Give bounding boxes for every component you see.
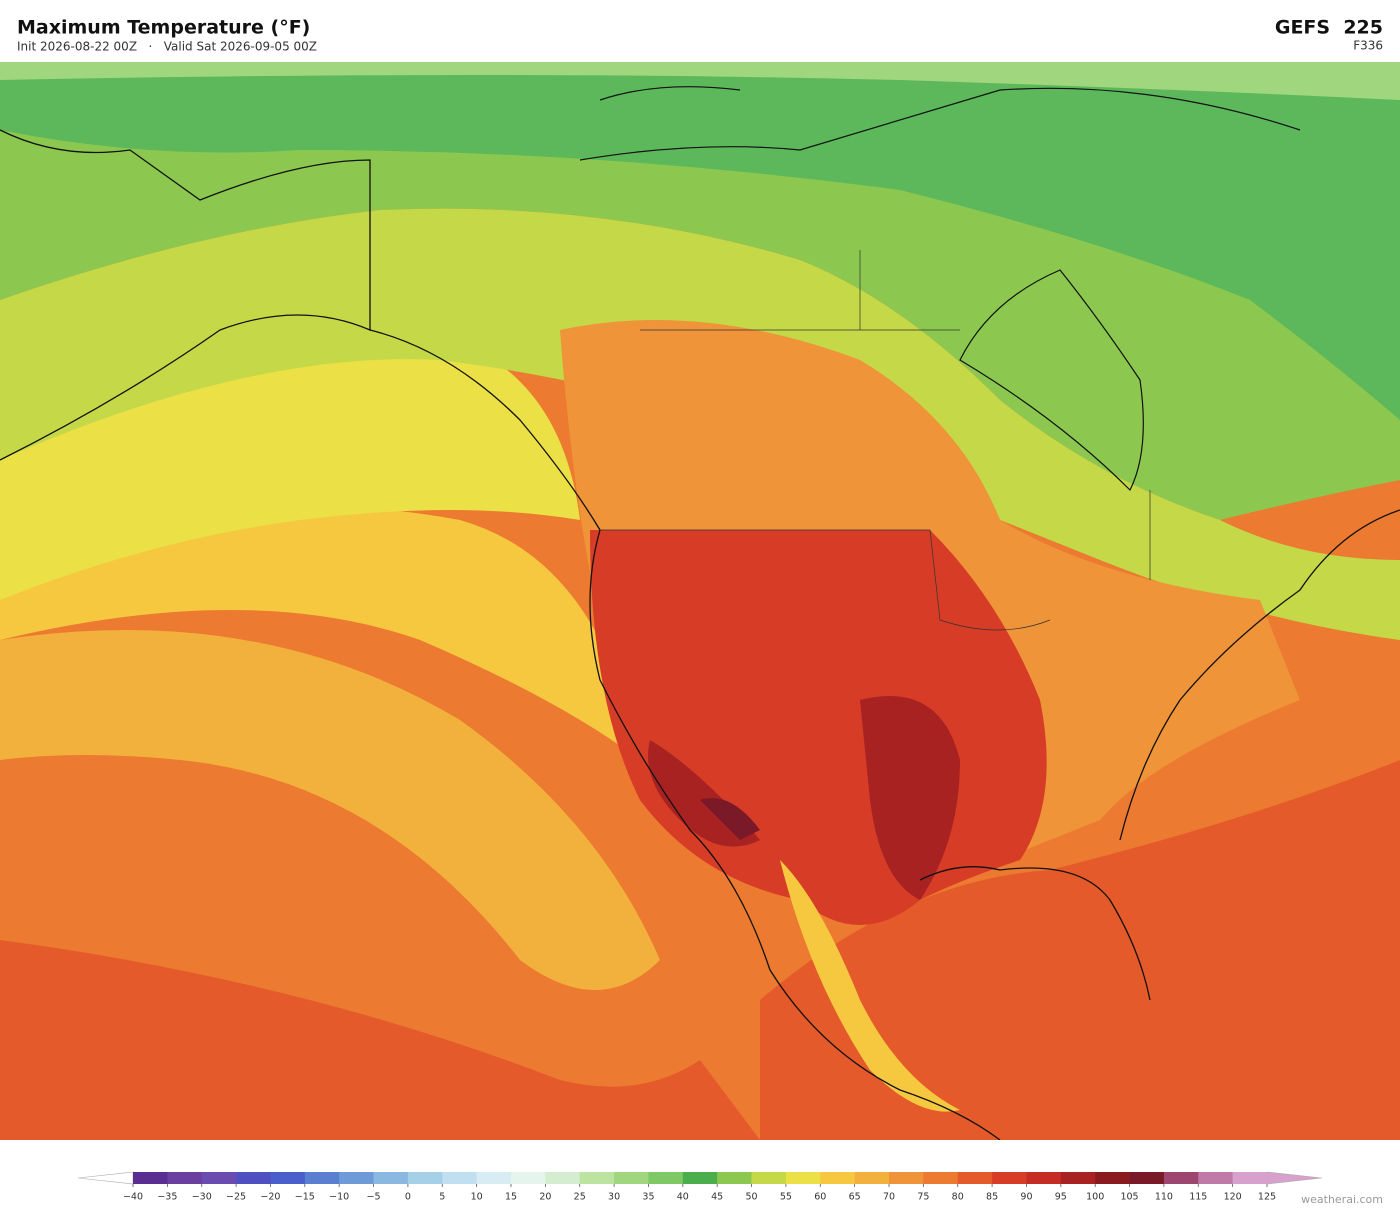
colorbar-tick-label: −20 (260, 1192, 280, 1203)
map (0, 62, 1400, 1140)
colorbar-tick-label: −35 (157, 1192, 177, 1203)
colorbar-segment (133, 1172, 168, 1184)
colorbar-segment (476, 1172, 512, 1184)
colorbar-segment (579, 1172, 615, 1184)
colorbar-segment (1232, 1172, 1268, 1184)
colorbar-segment (1060, 1172, 1096, 1184)
colorbar-segment (545, 1172, 581, 1184)
colorbar-tick-label: 105 (1120, 1192, 1138, 1203)
colorbar-tick-label: −25 (226, 1192, 246, 1203)
colorbar-tick-label: 40 (677, 1192, 689, 1203)
colorbar-tick-label: −30 (192, 1192, 212, 1203)
colorbar-tick-label: 20 (539, 1192, 551, 1203)
colorbar-segment (373, 1172, 409, 1184)
colorbar-segment (923, 1172, 959, 1184)
colorbar-segment (201, 1172, 237, 1184)
colorbar-tick-label: 90 (1020, 1192, 1032, 1203)
colorbar-tick-label: 25 (574, 1192, 586, 1203)
colorbar-segment (614, 1172, 649, 1184)
colorbar-tick-label: 30 (608, 1192, 620, 1203)
colorbar-tick-label: −40 (123, 1192, 143, 1203)
colorbar-segment (751, 1172, 787, 1184)
title: Maximum Temperature (°F) (17, 17, 310, 39)
colorbar-segment (1163, 1172, 1199, 1184)
colorbar-tick-label: 120 (1224, 1192, 1242, 1203)
colorbar-tick-label: −10 (329, 1192, 349, 1203)
subtitle: Init 2026-08-22 00Z · Valid Sat 2026-09-… (17, 40, 317, 54)
colorbar-over (1266, 1171, 1323, 1185)
colorbar: −40 −35 −30 −25 −20 −15 −10 −5 0 5 10 15 20 25 30 35 40 4… (77, 1171, 1383, 1206)
colorbar-segment (820, 1172, 855, 1184)
colorbar-segment (236, 1172, 271, 1184)
colorbar-segment (992, 1172, 1027, 1184)
colorbar-segment (511, 1172, 546, 1184)
colorbar-tick-label: −15 (295, 1192, 315, 1203)
colorbar-segment (167, 1172, 203, 1184)
colorbar-segment (785, 1172, 821, 1184)
colorbar-tick-label: 50 (745, 1192, 757, 1203)
colorbar-tick-label: 35 (642, 1192, 654, 1203)
colorbar-segment (854, 1172, 890, 1184)
colorbar-tick-label: 115 (1189, 1192, 1207, 1203)
colorbar-tick-label: 45 (711, 1192, 723, 1203)
colorbar-tick-label: 0 (405, 1192, 411, 1203)
colorbar-segment (1026, 1172, 1062, 1184)
colorbar-segment (889, 1172, 924, 1184)
colorbar-segment (442, 1172, 477, 1184)
colorbar-segment (339, 1172, 374, 1184)
colorbar-tick-label: 110 (1155, 1192, 1173, 1203)
colorbar-tick-label: 55 (780, 1192, 792, 1203)
colorbar-segment (957, 1172, 993, 1184)
colorbar-segment (717, 1172, 752, 1184)
colorbar-tick-label: 65 (849, 1192, 861, 1203)
colorbar-under (77, 1171, 134, 1185)
colorbar-segment (270, 1172, 306, 1184)
colorbar-tick-label: 5 (439, 1192, 445, 1203)
colorbar-segment (648, 1172, 684, 1184)
colorbar-segment (1129, 1172, 1165, 1184)
colorbar-segment (304, 1172, 340, 1184)
colorbar-tick-label: 125 (1258, 1192, 1276, 1203)
colorbar-tick-label: 60 (814, 1192, 826, 1203)
colorbar-tick-label: 70 (883, 1192, 895, 1203)
colorbar-tick-label: −5 (367, 1192, 381, 1203)
colorbar-tick-label: 75 (917, 1192, 929, 1203)
colorbar-segment (682, 1172, 718, 1184)
colorbar-tick-label: 15 (505, 1192, 517, 1203)
colorbar-tick-label: 85 (986, 1192, 998, 1203)
colorbar-tick-label: 100 (1086, 1192, 1104, 1203)
forecast-hour: F336 (1353, 39, 1383, 53)
watermark: weatherai.com (1301, 1193, 1383, 1206)
colorbar-tick-label: 80 (952, 1192, 964, 1203)
colorbar-segment (1095, 1172, 1130, 1184)
colorbar-tick-label: 95 (1055, 1192, 1067, 1203)
colorbar-segment (1198, 1172, 1233, 1184)
colorbar-tick-label: 10 (471, 1192, 483, 1203)
model-label: GEFS 225 (1275, 17, 1383, 39)
colorbar-segment (407, 1172, 443, 1184)
